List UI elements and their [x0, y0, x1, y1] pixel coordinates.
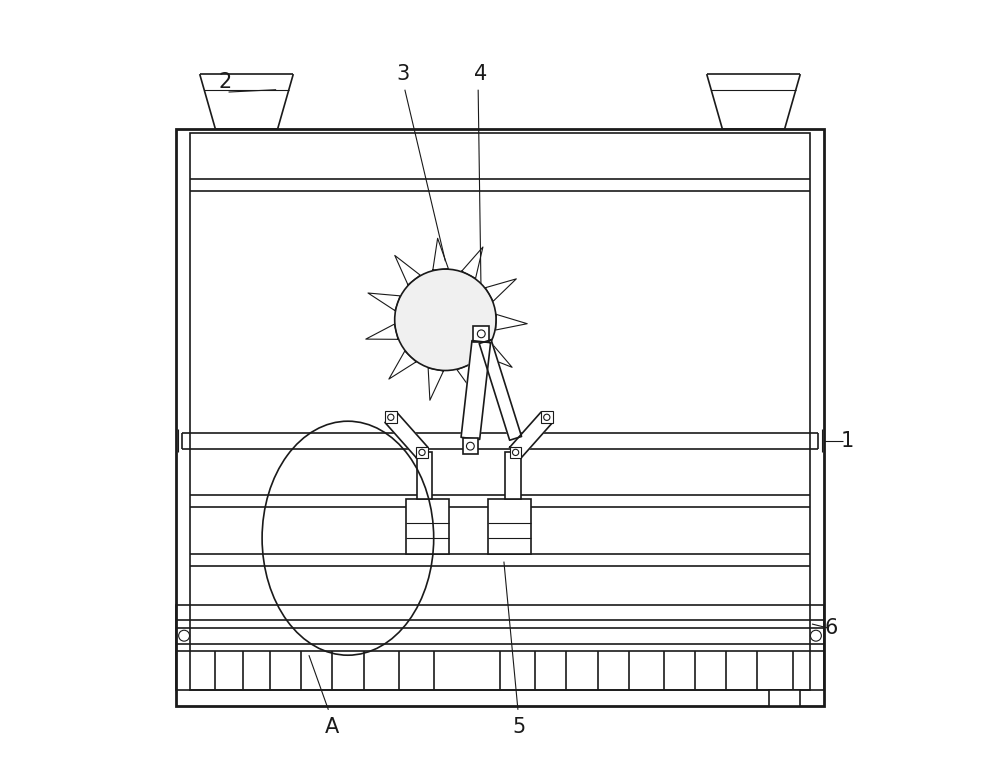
Text: 4: 4	[474, 64, 487, 84]
Bar	[176, 604, 824, 690]
Bar	[541, 412, 553, 423]
Bar	[385, 412, 397, 423]
Circle shape	[512, 449, 519, 456]
Circle shape	[179, 630, 190, 641]
Bar	[406, 499, 449, 554]
Text: 5: 5	[513, 717, 526, 737]
Bar	[190, 133, 810, 690]
Circle shape	[810, 630, 821, 641]
Circle shape	[466, 442, 474, 450]
Text: 1: 1	[840, 431, 854, 451]
Bar	[510, 446, 521, 459]
Bar	[417, 452, 432, 499]
Circle shape	[388, 414, 394, 420]
Circle shape	[395, 269, 496, 370]
Bar	[176, 129, 824, 706]
Circle shape	[544, 414, 550, 420]
Text: 6: 6	[825, 618, 838, 638]
Bar	[463, 438, 478, 454]
Polygon shape	[385, 412, 428, 458]
Text: A: A	[325, 717, 339, 737]
Bar	[473, 326, 489, 342]
Bar	[416, 446, 428, 459]
Polygon shape	[510, 412, 553, 458]
Circle shape	[419, 449, 425, 456]
Bar	[505, 452, 521, 499]
Bar	[769, 690, 800, 706]
Text: 3: 3	[396, 64, 409, 84]
Polygon shape	[479, 340, 522, 440]
Text: 2: 2	[219, 72, 232, 92]
Bar	[488, 499, 531, 554]
Polygon shape	[461, 341, 491, 439]
Circle shape	[477, 330, 485, 338]
